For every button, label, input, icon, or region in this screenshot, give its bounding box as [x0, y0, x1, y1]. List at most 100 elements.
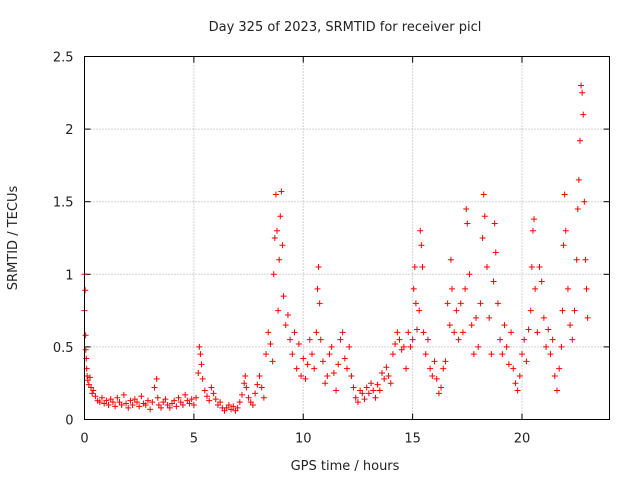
data-point — [182, 391, 189, 398]
data-point — [569, 336, 576, 343]
data-point — [339, 329, 346, 336]
data-point — [309, 351, 315, 358]
data-point — [201, 387, 208, 394]
data-point — [269, 358, 276, 365]
data-point — [521, 336, 528, 343]
data-point — [514, 387, 521, 394]
data-point — [547, 351, 554, 358]
data-point — [144, 397, 151, 404]
data-point — [352, 394, 359, 401]
data-point — [501, 322, 508, 329]
data-point — [583, 285, 590, 292]
data-point — [109, 399, 116, 406]
data-point — [571, 307, 578, 314]
data-point — [451, 329, 458, 336]
data-point — [462, 285, 469, 292]
data-point — [127, 397, 134, 404]
data-point — [490, 278, 497, 285]
data-point — [279, 242, 286, 249]
data-point — [529, 227, 536, 234]
data-point — [291, 329, 298, 336]
data-point — [486, 314, 493, 321]
data-point — [324, 372, 331, 379]
data-point — [574, 205, 581, 212]
data-point — [475, 343, 482, 350]
data-point — [243, 384, 250, 391]
y-tick-label: 0 — [65, 414, 73, 429]
data-point — [407, 343, 414, 350]
data-point — [154, 394, 161, 401]
x-tick-label: 0 — [80, 432, 88, 447]
data-point — [204, 393, 210, 400]
data-point — [350, 384, 357, 391]
data-point — [543, 343, 550, 350]
data-point — [199, 375, 206, 382]
data-point — [534, 329, 541, 336]
data-point — [512, 380, 519, 387]
plot-frame — [84, 56, 610, 420]
data-point — [479, 235, 486, 241]
data-point — [370, 387, 377, 394]
data-point — [578, 82, 585, 89]
data-point — [385, 372, 392, 379]
data-point — [322, 380, 329, 387]
data-point — [403, 365, 410, 372]
data-point — [581, 198, 588, 205]
data-point — [492, 249, 499, 256]
data-point — [440, 365, 447, 372]
data-point — [523, 358, 530, 365]
data-point — [99, 394, 105, 401]
data-point — [275, 307, 282, 314]
data-point — [346, 343, 353, 350]
data-point — [142, 401, 149, 408]
data-point — [96, 399, 103, 406]
data-point — [481, 213, 488, 220]
y-tick-label: 2.5 — [53, 51, 74, 66]
chart-title: Day 325 of 2023, SRMTID for receiver pic… — [209, 20, 482, 35]
data-point — [341, 355, 348, 362]
data-point — [457, 300, 464, 307]
grid-lines — [84, 56, 610, 420]
data-point — [196, 343, 203, 350]
data-point — [278, 188, 285, 195]
data-point — [82, 287, 89, 294]
data-point — [420, 329, 427, 336]
data-point — [516, 372, 523, 379]
data-point — [374, 381, 381, 388]
data-point — [195, 370, 202, 377]
data-point — [330, 370, 337, 377]
data-point — [289, 351, 296, 358]
data-point — [225, 401, 232, 408]
data-point — [188, 396, 195, 403]
data-point — [559, 307, 566, 314]
data-point — [488, 351, 495, 358]
data-point — [477, 300, 484, 307]
data-point — [466, 271, 473, 278]
data-point — [508, 329, 515, 336]
data-point — [549, 336, 556, 343]
data-point — [538, 278, 545, 285]
data-point — [562, 227, 569, 234]
data-point — [118, 401, 125, 408]
data-point — [422, 351, 429, 358]
tick-labels: 0 5 10 15 20 0 0.5 1 1.5 2 2.5 — [53, 51, 530, 447]
data-point — [258, 384, 265, 391]
data-point — [311, 365, 318, 372]
data-point — [446, 322, 453, 329]
data-point — [267, 340, 274, 347]
data-point — [105, 401, 112, 408]
data-point — [230, 403, 237, 410]
data-point — [272, 191, 279, 198]
data-point — [536, 264, 543, 271]
data-point — [149, 399, 156, 406]
data-point — [249, 401, 256, 408]
data-point — [277, 213, 284, 220]
data-point — [527, 307, 534, 314]
y-tick-label: 1 — [65, 268, 73, 283]
data-point — [86, 374, 93, 381]
data-point — [494, 300, 501, 307]
data-point — [424, 336, 431, 343]
data-point — [302, 375, 309, 382]
data-point — [287, 336, 294, 343]
data-point — [405, 329, 412, 336]
